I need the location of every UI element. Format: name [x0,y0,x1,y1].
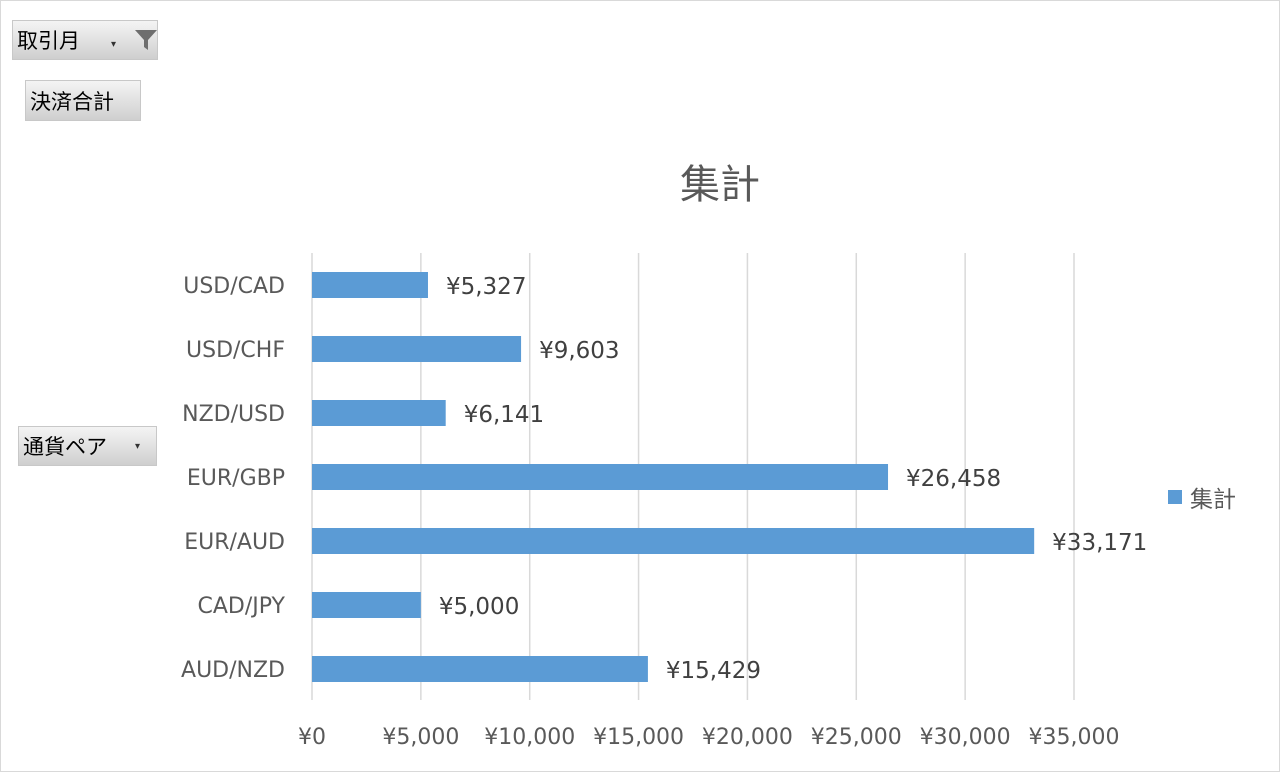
category-label: EUR/AUD [184,530,285,555]
category-label: USD/CAD [183,274,285,299]
month-filter-button[interactable]: 取引月 ▾ [12,20,158,60]
x-tick-label: ¥15,000 [593,725,684,750]
bar [312,656,648,682]
bar [312,592,421,618]
data-label: ¥15,429 [666,658,761,684]
currency-pair-field-label: 通貨ペア [23,435,107,459]
bar [312,336,522,362]
bar [312,528,1035,554]
category-label: CAD/JPY [198,594,286,619]
x-tick-label: ¥5,000 [382,725,459,750]
legend: 集計 [1168,480,1236,514]
data-label: ¥9,603 [539,338,619,364]
settlement-field-label: 決済合計 [30,89,114,114]
settlement-field-button[interactable]: 決済合計 [25,80,141,121]
x-tick-label: ¥20,000 [702,725,793,750]
data-label: ¥5,000 [439,594,519,620]
data-label: ¥33,171 [1052,530,1147,556]
chart-title: 集計 [680,162,760,208]
bar [312,272,428,298]
bar [312,464,889,490]
x-tick-label: ¥35,000 [1029,725,1120,750]
x-tick-label: ¥25,000 [811,725,902,750]
data-label: ¥6,141 [464,402,544,428]
x-tick-label: ¥30,000 [920,725,1011,750]
data-label: ¥26,458 [906,466,1001,492]
category-label: NZD/USD [182,402,285,427]
bar [312,400,446,426]
legend-label: 集計 [1190,487,1236,513]
category-label: AUD/NZD [181,658,285,683]
x-tick-label: ¥10,000 [484,725,575,750]
chevron-down-icon: ▾ [135,441,141,452]
category-label: EUR/GBP [187,466,285,491]
currency-pair-field-button[interactable]: 通貨ペア ▾ [18,426,157,466]
legend-swatch [1168,490,1182,504]
chevron-down-icon: ▾ [111,39,117,50]
month-filter-label: 取引月 [17,29,80,53]
category-label: USD/CHF [186,338,285,363]
x-tick-label: ¥0 [298,725,326,750]
filter-icon [135,30,157,50]
data-label: ¥5,327 [446,274,526,300]
